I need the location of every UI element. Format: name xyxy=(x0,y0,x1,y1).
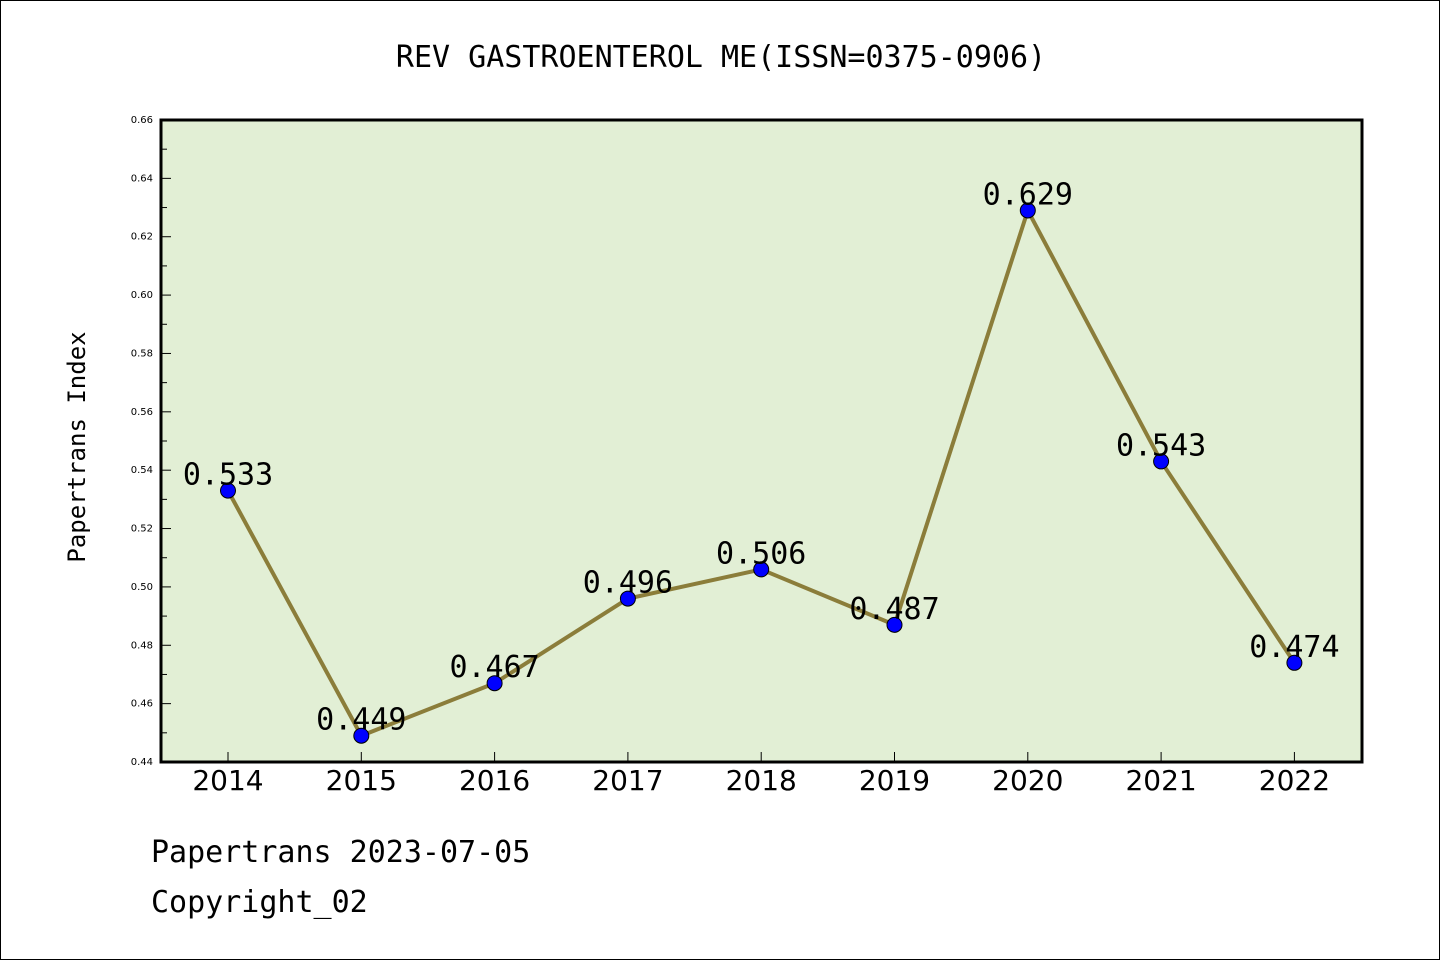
y-tick-label: 0.58 xyxy=(131,348,153,359)
y-tick-label: 0.62 xyxy=(131,232,153,243)
data-label: 0.467 xyxy=(449,650,539,685)
x-tick-label: 2016 xyxy=(459,764,530,797)
data-label: 0.506 xyxy=(716,536,806,571)
y-tick-label: 0.60 xyxy=(131,290,153,301)
data-label: 0.533 xyxy=(183,458,273,493)
x-tick-label: 2022 xyxy=(1259,764,1330,797)
data-label: 0.487 xyxy=(849,592,939,627)
y-axis: 0.44 0.46 0.48 0.50 0.52 0.54 0.56 0.58 0.60 0.62… xyxy=(131,115,171,768)
series-markers xyxy=(220,202,1303,744)
data-label: 0.496 xyxy=(583,566,673,601)
x-tick-label: 2020 xyxy=(992,764,1063,797)
plot-border xyxy=(159,118,1364,764)
plot-area xyxy=(161,120,1362,762)
data-point-marker xyxy=(1286,654,1303,671)
data-label: 0.474 xyxy=(1249,630,1339,665)
data-label: 0.449 xyxy=(316,703,406,738)
data-point-marker xyxy=(1019,202,1036,219)
data-label: 0.543 xyxy=(1116,428,1206,463)
y-tick-label: 0.54 xyxy=(131,465,153,476)
x-tick-label: 2014 xyxy=(192,764,263,797)
data-point-marker xyxy=(886,616,903,633)
x-tick-label: 2015 xyxy=(326,764,397,797)
x-tick-label: 2019 xyxy=(859,764,930,797)
data-point-marker xyxy=(753,561,770,578)
chart-title: REV GASTROENTEROL ME(ISSN=0375-0906) xyxy=(396,40,1046,75)
footer-copyright: Copyright_02 xyxy=(151,885,368,920)
y-axis-label: Papertrans Index xyxy=(63,331,91,562)
y-tick-label: 0.66 xyxy=(131,115,153,126)
y-tick-label: 0.52 xyxy=(131,524,153,535)
x-tick-label: 2018 xyxy=(726,764,797,797)
data-point-marker xyxy=(486,675,503,692)
y-tick-label: 0.56 xyxy=(131,407,153,418)
x-axis: 2014 2015 2016 2017 2018 2019 2020 2021 2022 xyxy=(192,752,1330,797)
data-point-marker xyxy=(353,727,370,744)
y-tick-label: 0.50 xyxy=(131,582,153,593)
y-tick-label: 0.46 xyxy=(131,699,153,710)
y-tick-label: 0.64 xyxy=(131,173,153,184)
y-tick-label: 0.48 xyxy=(131,640,153,651)
y-tick-label: 0.44 xyxy=(131,757,153,768)
footer-date: Papertrans 2023-07-05 xyxy=(151,835,531,870)
data-point-marker xyxy=(619,590,636,607)
data-label: 0.629 xyxy=(983,177,1073,212)
data-point-marker xyxy=(220,482,236,499)
x-tick-label: 2017 xyxy=(592,764,663,797)
data-point-marker xyxy=(1153,453,1170,470)
data-labels: 0.533 0.449 0.467 0.496 0.506 0.487 0.629 0.543… xyxy=(183,177,1340,737)
x-tick-label: 2021 xyxy=(1125,764,1196,797)
